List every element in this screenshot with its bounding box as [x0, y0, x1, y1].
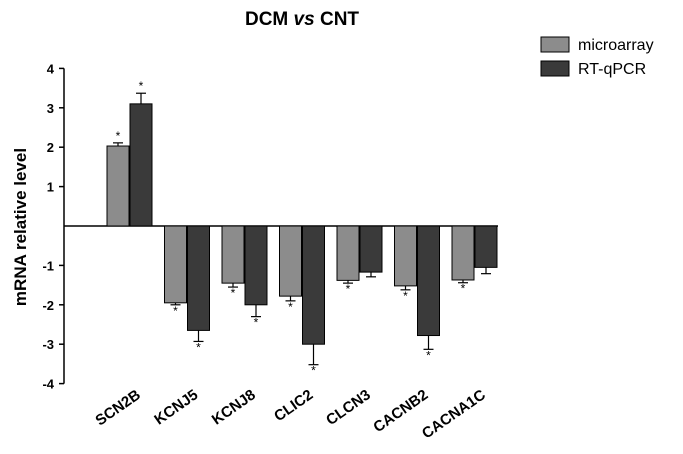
bar-1-1 — [187, 225, 210, 331]
bar-1-6 — [474, 225, 498, 268]
y-tick-label-5: 2 — [47, 140, 54, 155]
significance-star-0-2: * — [231, 286, 236, 300]
bar-0-5 — [394, 225, 417, 287]
bar-0-1 — [164, 225, 187, 304]
y-tick-label-6: 3 — [47, 101, 54, 116]
bar-1-2 — [244, 225, 268, 306]
category-label-6: CACNA1C — [419, 386, 489, 442]
bar-0-3 — [279, 225, 302, 297]
y-axis-title: mRNA relative level — [11, 148, 30, 306]
significance-star-1-0: * — [139, 79, 144, 93]
bar-1-4 — [359, 225, 383, 273]
chart-title: DCM vs CNT — [245, 9, 359, 30]
y-tick-label-4: 1 — [47, 180, 54, 195]
category-label-0: SCN2B — [92, 386, 144, 429]
bar-0-6 — [451, 225, 475, 281]
legend-label-1: RT-qPCR — [578, 61, 646, 78]
category-label-4: CLCN3 — [323, 386, 374, 429]
y-tick-label-0: -4 — [42, 377, 54, 392]
bar-0-0 — [106, 145, 130, 227]
significance-star-1-2: * — [254, 316, 259, 330]
bar-1-3 — [302, 225, 325, 345]
significance-star-0-0: * — [116, 129, 121, 143]
y-tick-label-7: 4 — [47, 61, 55, 76]
significance-star-1-3: * — [311, 364, 316, 378]
legend-label-0: microarray — [578, 37, 654, 54]
category-label-1: KCNJ5 — [151, 386, 201, 428]
bars: * * * * * * * * * * * * — [106, 79, 498, 378]
significance-star-1-5: * — [426, 348, 431, 362]
category-label-3: CLIC2 — [271, 386, 316, 425]
significance-star-0-4: * — [346, 282, 351, 296]
significance-star-1-1: * — [196, 340, 201, 354]
bar-0-4 — [336, 225, 360, 281]
bar-1-0 — [129, 103, 153, 227]
legend: microarray RT-qPCR — [540, 36, 654, 78]
significance-star-0-1: * — [173, 304, 178, 318]
category-label-2: KCNJ8 — [209, 386, 259, 428]
bar-0-2 — [221, 225, 245, 284]
y-tick-label-1: -3 — [42, 337, 54, 352]
significance-star-0-3: * — [288, 300, 293, 314]
bar-1-5 — [417, 225, 440, 337]
significance-star-0-6: * — [461, 282, 466, 296]
significance-star-0-5: * — [403, 289, 408, 303]
legend-swatch-1 — [540, 60, 570, 77]
y-tick-label-2: -2 — [42, 298, 54, 313]
y-tick-label-3: -1 — [42, 258, 54, 273]
legend-swatch-0 — [540, 36, 570, 53]
